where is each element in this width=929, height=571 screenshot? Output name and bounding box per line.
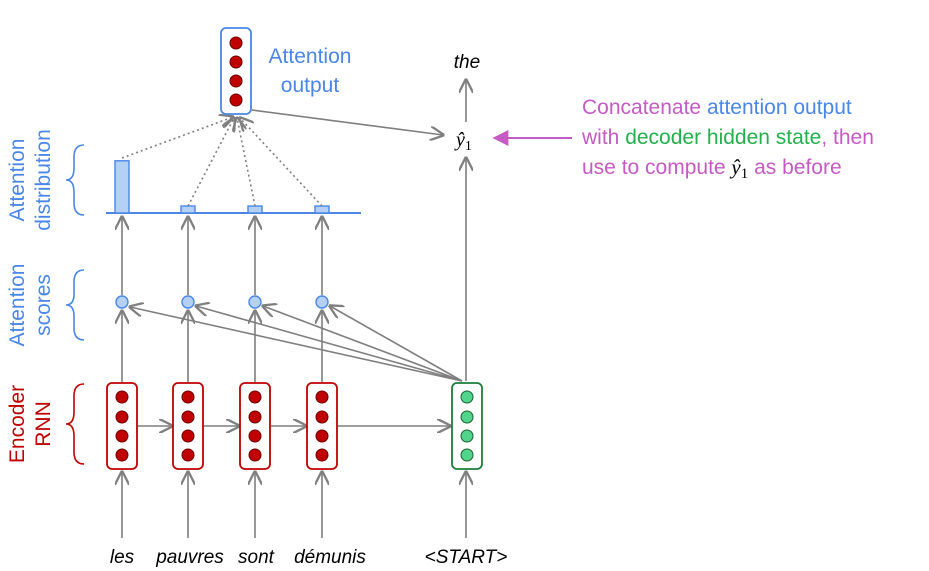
encoder-rnn-label: Encoder RNN	[6, 383, 85, 465]
attention-score-node	[315, 295, 329, 309]
input-word: sont	[238, 547, 275, 568]
encoder-label-line1: Encoder	[6, 385, 29, 463]
decoder-cell	[451, 382, 483, 470]
input-words: les pauvres sont démunis <START>	[110, 547, 508, 568]
attention-scores-line2: scores	[32, 274, 55, 336]
attention-distribution-line1: Attention	[6, 139, 29, 222]
encoder-cell-sont	[239, 382, 271, 470]
attention-scores-line1: Attention	[6, 264, 29, 347]
score-to-distribution-arrows	[122, 217, 322, 295]
attention-score-node	[248, 295, 262, 309]
attention-output-to-yhat-arrow	[251, 109, 443, 135]
encoder-cell-les	[106, 382, 138, 470]
input-arrows	[122, 472, 466, 538]
y-hat-symbol: ŷ	[454, 129, 465, 151]
y-hat-subscript: 1	[465, 139, 472, 154]
weighted-sum-lines	[121, 117, 323, 207]
attention-distribution-label: Attention distribution	[6, 129, 85, 231]
encoder-cell-demunis	[306, 382, 338, 470]
attention-output-label-line2: output	[281, 74, 340, 97]
attention-bar	[247, 205, 263, 214]
encoder-cell-pauvres	[172, 382, 204, 470]
attention-score-node	[181, 295, 195, 309]
attention-distribution-line2: distribution	[32, 129, 55, 231]
output-word: the	[454, 52, 480, 73]
input-word: démunis	[294, 547, 366, 568]
attention-bar	[180, 205, 196, 214]
attention-scores-brace	[65, 269, 85, 341]
encoder-cells	[106, 382, 338, 470]
start-token: <START>	[425, 547, 508, 568]
decoder-to-score-arrows	[130, 306, 463, 382]
annotation-line1: Concatenate attention output	[582, 96, 852, 119]
annotation-line2: with decoder hidden state, then	[581, 126, 874, 149]
attention-bar	[114, 160, 130, 214]
input-word: les	[110, 547, 135, 568]
annotation-line3: use to compute ŷ1 as before	[582, 155, 842, 182]
attention-output-label-line1: Attention	[269, 45, 352, 68]
encoder-to-score-arrows	[122, 311, 322, 382]
attention-output-cell	[220, 27, 252, 115]
y-hat-label: ŷ1	[454, 129, 472, 154]
annotation: Concatenate attention output with decode…	[581, 96, 874, 182]
encoder-label-line2: RNN	[32, 401, 55, 447]
attention-score-nodes	[115, 295, 329, 309]
attention-distribution-brace	[65, 144, 85, 216]
encoder-brace	[65, 383, 85, 465]
attention-distribution-bars	[114, 160, 330, 214]
attention-bar	[314, 205, 330, 214]
attention-scores-label: Attention scores	[6, 264, 85, 347]
input-word: pauvres	[155, 547, 224, 568]
attention-score-node	[115, 295, 129, 309]
